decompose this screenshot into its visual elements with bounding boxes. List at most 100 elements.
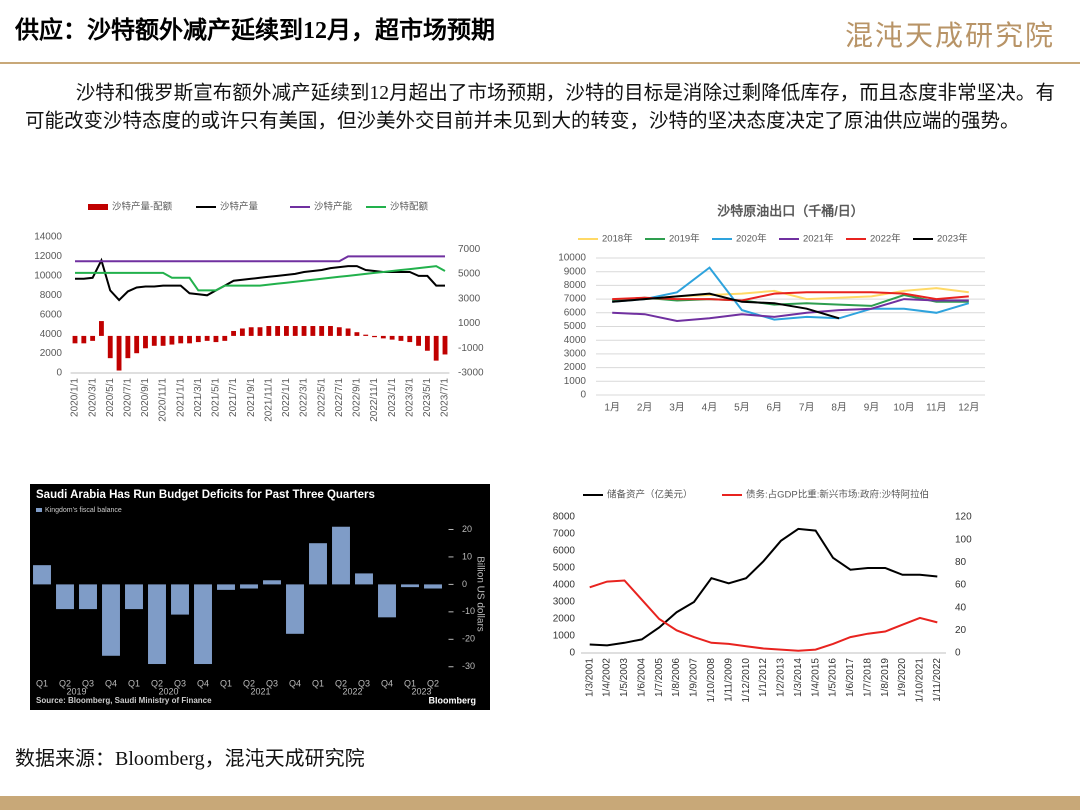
bar bbox=[239, 328, 245, 336]
bar bbox=[310, 326, 316, 336]
y2-tick-label: -3000 bbox=[458, 368, 484, 379]
y-tick-label: 14000 bbox=[34, 232, 62, 243]
x-tick-label: 10月 bbox=[893, 402, 914, 414]
chart-source: Source: Bloomberg, Saudi Ministry of Fin… bbox=[36, 696, 212, 705]
bar bbox=[319, 326, 325, 336]
y-tick-label: 6000 bbox=[40, 309, 63, 320]
legend-label: 沙特产量-配额 bbox=[112, 201, 173, 213]
y-tick-label: 0 bbox=[569, 648, 575, 659]
x-tick-label: 1/11/2022 bbox=[932, 658, 943, 702]
chart-background bbox=[30, 484, 490, 710]
x-tick-label: 1/5/2016 bbox=[828, 658, 839, 697]
x-tick-label: 4月 bbox=[702, 402, 718, 414]
bar bbox=[372, 335, 377, 338]
x-tick-label: 3月 bbox=[669, 402, 685, 414]
x-tick-label: 1/3/2001 bbox=[584, 658, 595, 697]
chart-brand: Bloomberg bbox=[428, 695, 476, 705]
bar bbox=[195, 335, 201, 343]
x-tick-label: 12月 bbox=[958, 402, 979, 414]
y2-tick-label: 120 bbox=[955, 512, 972, 523]
x-tick-label: 9月 bbox=[864, 402, 880, 414]
x-tick-label: Q3 bbox=[82, 678, 94, 688]
y-tick-label: 4000 bbox=[40, 329, 63, 340]
bar bbox=[389, 335, 395, 340]
x-tick-label: 2023/3/1 bbox=[404, 378, 415, 417]
x-tick-label: 1/7/2005 bbox=[654, 658, 665, 697]
x-tick-label: 2020/3/1 bbox=[87, 378, 98, 417]
x-tick-label: Q1 bbox=[404, 678, 416, 688]
x-tick-label: Q4 bbox=[197, 678, 209, 688]
bar bbox=[99, 321, 104, 336]
bar bbox=[102, 584, 120, 656]
bar bbox=[217, 584, 235, 590]
bar bbox=[169, 335, 175, 345]
line bbox=[75, 257, 445, 302]
x-tick-label: 2020/1/1 bbox=[70, 378, 81, 417]
bar bbox=[222, 335, 228, 341]
x-tick-label: 1月 bbox=[604, 402, 620, 414]
x-tick-label: 2021/1/1 bbox=[175, 378, 186, 417]
y-tick-label: 8000 bbox=[553, 512, 576, 523]
bar bbox=[187, 335, 192, 344]
x-tick-label: 1/4/2002 bbox=[602, 658, 613, 697]
x-tick-label: 1/9/2020 bbox=[897, 658, 908, 697]
x-tick-label: 2022/5/1 bbox=[316, 378, 327, 417]
x-tick-label: 1/1/2012 bbox=[758, 658, 769, 697]
x-tick-label: 1/9/2007 bbox=[689, 658, 700, 697]
x-tick-label: 2020/9/1 bbox=[140, 378, 151, 417]
bar bbox=[194, 584, 212, 665]
legend-label: 储备资产（亿美元） bbox=[607, 489, 693, 501]
logo: 混沌天成研究院 bbox=[844, 21, 1055, 52]
x-tick-label: 1/8/2019 bbox=[880, 658, 891, 697]
x-tick-label: 2021/11/1 bbox=[263, 378, 274, 422]
line bbox=[612, 266, 970, 321]
y-axis-title: Billion US dollars bbox=[474, 556, 485, 632]
chart-title: Saudi Arabia Has Run Budget Deficits for… bbox=[36, 489, 375, 501]
x-tick-label: 2023/7/1 bbox=[440, 378, 451, 417]
bar bbox=[107, 335, 113, 359]
year-label: 2021 bbox=[250, 686, 270, 696]
bar bbox=[81, 335, 87, 344]
legend-label: 2021年 bbox=[803, 233, 834, 245]
bar bbox=[363, 334, 369, 336]
x-tick-label: 1/4/2015 bbox=[810, 658, 821, 697]
x-tick-label: 1/7/2018 bbox=[862, 658, 873, 697]
bar bbox=[143, 335, 148, 349]
y-tick-label: 9000 bbox=[564, 266, 587, 277]
y2-tick-label: 7000 bbox=[458, 244, 481, 255]
y2-tick-label: 80 bbox=[955, 557, 967, 568]
legend-label: Kingdom's fiscal balance bbox=[45, 507, 122, 514]
x-tick-label: 1/10/2021 bbox=[915, 658, 926, 703]
line bbox=[589, 527, 938, 647]
x-tick-label: Q2 bbox=[151, 678, 163, 688]
y-tick-label: 5000 bbox=[564, 321, 587, 332]
x-tick-label: 2022/7/1 bbox=[334, 378, 345, 417]
bar bbox=[125, 584, 143, 610]
x-tick-label: 2023/1/1 bbox=[387, 378, 398, 417]
x-tick-label: Q3 bbox=[358, 678, 370, 688]
x-tick-label: 1/8/2006 bbox=[671, 658, 682, 697]
y-tick-label: 5000 bbox=[553, 563, 576, 574]
bar bbox=[301, 326, 307, 336]
line bbox=[612, 293, 969, 307]
y-tick-label: 0 bbox=[580, 390, 586, 401]
y-tick-label: 8000 bbox=[564, 280, 587, 291]
x-tick-label: Q1 bbox=[128, 678, 140, 688]
x-tick-label: Q2 bbox=[335, 678, 347, 688]
legend-label: 2023年 bbox=[937, 233, 968, 245]
x-tick-label: Q1 bbox=[36, 678, 48, 688]
x-tick-label: 6月 bbox=[767, 402, 783, 414]
x-tick-label: 2020/11/1 bbox=[158, 378, 169, 422]
legend-label: 2022年 bbox=[870, 233, 901, 245]
bar bbox=[328, 326, 333, 336]
bar bbox=[398, 335, 404, 341]
bar bbox=[257, 327, 263, 336]
bar bbox=[442, 335, 448, 355]
line bbox=[75, 255, 445, 263]
y-tick-label: 4000 bbox=[553, 580, 576, 591]
line bbox=[612, 298, 969, 323]
legend-label: 2020年 bbox=[736, 233, 767, 245]
bar bbox=[332, 526, 350, 585]
bar bbox=[231, 330, 236, 336]
